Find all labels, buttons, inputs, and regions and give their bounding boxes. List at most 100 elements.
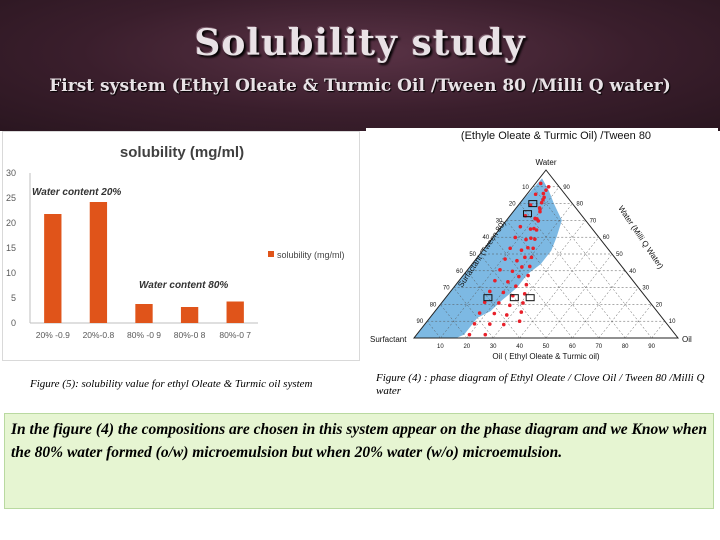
composition-point <box>529 255 534 260</box>
composition-point <box>526 273 530 278</box>
bar <box>180 307 199 323</box>
composition-point <box>488 289 492 294</box>
right-tick-label: 90 <box>563 185 570 191</box>
composition-point <box>467 332 472 337</box>
left-tick-label: 40 <box>483 235 490 241</box>
grid-line <box>532 186 652 339</box>
bar <box>226 301 244 323</box>
composition-point <box>532 226 536 231</box>
phase-diagram-panel: (Ethyle Oleate & Turmic Oil) /Tween 80 1… <box>366 128 718 368</box>
ternary-ticks: 10 10 10 20 20 20 30 30 30 40 40 40 50 50 50 60 60 60 70 70… <box>417 185 677 350</box>
composition-point <box>488 322 492 326</box>
x-tick-label: 20% -0.9 <box>36 330 70 340</box>
bottom-tick-label: 50 <box>543 344 550 350</box>
grid-line <box>453 287 494 339</box>
composition-point <box>517 274 521 279</box>
composition-point <box>519 248 524 252</box>
x-tick-label: 20%-0.8 <box>83 330 115 340</box>
composition-point <box>483 332 488 337</box>
bottom-tick-label: 20 <box>463 344 470 350</box>
bottom-tick-label: 70 <box>595 344 602 350</box>
bar-chart-frame <box>2 131 360 361</box>
composition-point <box>524 282 529 287</box>
y-tick-label: 10 <box>6 268 16 278</box>
bottom-tick-label: 90 <box>648 344 655 350</box>
left-tick-label: 10 <box>522 185 529 191</box>
x-axis-labels: 20% -0.9 20%-0.8 80% -0 9 80%-0 8 80%-0 7 <box>36 330 252 340</box>
composition-point <box>541 191 546 196</box>
bottom-tick-label: 80 <box>622 344 629 350</box>
slide-subtitle: First system (Ethyl Oleate & Turmic Oil … <box>49 76 671 96</box>
right-tick-label: 40 <box>629 269 636 275</box>
bar <box>89 202 108 323</box>
left-tick-label: 70 <box>443 286 450 292</box>
annotation-water-20: Water content 20% <box>32 187 121 198</box>
composition-point <box>534 228 539 232</box>
x-tick-label: 80%-0 7 <box>219 330 251 340</box>
explanation-box: In the figure (4) the compositions are c… <box>4 413 714 509</box>
composition-point <box>504 313 509 317</box>
bottom-tick-label: 40 <box>516 344 523 350</box>
composition-point <box>477 311 482 315</box>
ternary-grid <box>412 169 680 339</box>
grid-line <box>440 304 467 339</box>
vertex-oil: Oil <box>682 335 692 344</box>
composition-point <box>528 227 533 231</box>
bottom-tick-label: 30 <box>490 344 497 350</box>
y-tick-label: 5 <box>11 293 16 303</box>
right-tick-label: 30 <box>642 286 649 292</box>
composition-point <box>521 301 525 305</box>
grid-line <box>545 253 613 339</box>
x-tick-label: 80%-0 8 <box>174 330 206 340</box>
composition-point <box>544 188 548 192</box>
chart-title: solubility (mg/ml) <box>120 144 244 161</box>
composition-point <box>527 264 532 269</box>
explanation-text: In the figure (4) the compositions are c… <box>11 421 707 461</box>
left-tick-label: 50 <box>469 252 476 258</box>
y-tick-label: 15 <box>6 243 16 253</box>
bar-chart: solubility (mg/ml) 0 5 10 15 20 25 30 20% -0.9… <box>6 144 345 340</box>
bar <box>135 304 153 323</box>
composition-point <box>529 236 533 240</box>
legend-swatch <box>268 251 274 257</box>
right-tick-label: 50 <box>616 252 623 258</box>
composition-point <box>508 246 512 251</box>
composition-point <box>513 235 518 240</box>
bar-series <box>44 202 244 323</box>
composition-point <box>506 280 510 284</box>
slide-header: Solubility study First system (Ethyl Ole… <box>0 0 720 131</box>
bar <box>44 214 62 323</box>
composition-point <box>522 292 527 296</box>
left-tick-label: 60 <box>456 269 463 275</box>
composition-point <box>515 258 519 263</box>
composition-point <box>539 200 544 205</box>
right-tick-label: 20 <box>656 302 663 308</box>
phase-diagram: (Ethyle Oleate & Turmic Oil) /Tween 80 1… <box>370 130 692 361</box>
composition-point <box>497 301 501 305</box>
composition-point <box>514 284 518 288</box>
composition-point <box>531 246 535 251</box>
composition-point <box>538 209 542 214</box>
left-tick-label: 20 <box>509 202 516 208</box>
composition-points <box>467 181 551 337</box>
grid-line <box>493 220 586 339</box>
left-tick-label: 30 <box>496 218 503 224</box>
right-axis-label: Water (Milli Q Water) <box>616 204 665 271</box>
annotation-water-80: Water content 80% <box>139 280 228 291</box>
microemulsion-region <box>414 178 562 338</box>
selected-composition-marker <box>525 294 535 302</box>
composition-point <box>538 181 543 186</box>
y-tick-label: 25 <box>6 193 16 203</box>
composition-point <box>524 237 528 242</box>
composition-point <box>541 197 545 202</box>
grid-line <box>506 220 599 339</box>
bar-figure-caption: Figure (5): solubility value for ethyl O… <box>30 378 313 390</box>
legend-label: solubility (mg/ml) <box>277 250 345 260</box>
composition-point <box>501 290 506 295</box>
bottom-tick-label: 10 <box>437 344 444 350</box>
bottom-axis-label: Oil ( Ethyl Oleate & Turmic oil) <box>492 352 599 361</box>
composition-point <box>498 268 502 272</box>
composition-point <box>492 311 497 316</box>
y-tick-label: 20 <box>6 218 16 228</box>
y-tick-label: 0 <box>11 318 16 328</box>
